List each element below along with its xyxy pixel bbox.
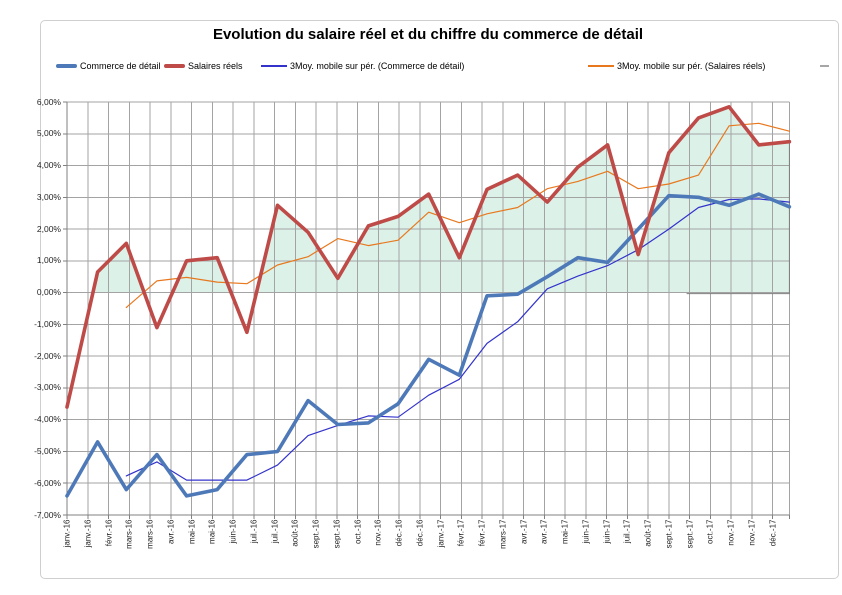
x-tick-label: sept.-17 [685, 519, 695, 549]
legend-label-ma-salaires: 3Moy. mobile sur pér. (Salaires réels) [617, 60, 766, 71]
legend-label-commerce: Commerce de détail [80, 60, 161, 71]
x-tick-label: mai-16 [207, 519, 217, 544]
legend-label-ma-commerce: 3Moy. mobile sur pér. (Commerce de détai… [290, 60, 465, 71]
legend-item-truncated [820, 58, 829, 73]
legend-marker-truncated-line-icon [820, 64, 829, 67]
legend-item-salaires: Salaires réels [164, 58, 243, 73]
y-tick-label: -5,00% [34, 445, 61, 456]
x-tick-label: mai-16 [187, 519, 197, 544]
y-tick-label: 1,00% [36, 255, 61, 266]
x-tick-label: nov.-17 [726, 519, 736, 546]
y-tick-label: -6,00% [34, 477, 61, 488]
x-tick-label: juil.-17 [622, 519, 632, 544]
x-tick-label: févr.-17 [477, 519, 487, 547]
x-tick-label: juin-17 [602, 519, 612, 544]
x-tick-label: déc.-17 [768, 519, 778, 547]
x-tick-label: oct.-17 [705, 519, 715, 544]
y-tick-label: -7,00% [34, 509, 61, 520]
x-tick-label: nov.-16 [373, 519, 383, 546]
y-tick-label: 0,00% [36, 287, 61, 298]
y-tick-label: -1,00% [34, 318, 61, 329]
x-tick-label: mars-16 [145, 519, 155, 549]
x-tick-label: janv.-16 [83, 519, 93, 548]
x-tick-label: août-16 [290, 519, 300, 547]
ma-commerce-line [125, 198, 791, 481]
y-tick-label: 3,00% [36, 191, 61, 202]
legend-label-salaires: Salaires réels [188, 60, 243, 71]
x-tick-label: janv.-17 [436, 519, 446, 548]
x-tick-label: mai-17 [560, 519, 570, 544]
x-tick-label: juil.-16 [249, 519, 259, 544]
x-tick-label: mars-16 [124, 519, 134, 549]
x-tick-label: juil.-16 [270, 519, 280, 544]
salaires-line [65, 105, 792, 409]
x-tick-label: févr.-17 [456, 519, 466, 547]
y-tick-label: 4,00% [36, 160, 61, 171]
legend-marker-commerce-line-icon [56, 63, 77, 68]
x-tick-label: avr.-17 [539, 519, 549, 544]
x-tick-label: avr.-16 [166, 519, 176, 544]
commerce-line [65, 192, 792, 498]
legend-item-ma-salaires: 3Moy. mobile sur pér. (Salaires réels) [588, 58, 765, 73]
x-tick-label: juin-17 [581, 519, 591, 544]
area-outline [686, 141, 790, 295]
x-tick-label: janv.-16 [62, 519, 72, 548]
x-tick-label: avr.-17 [519, 519, 529, 544]
y-tick-label: 6,00% [36, 96, 61, 107]
x-tick-label: sept.-17 [664, 519, 674, 549]
x-tick-label: sept.-16 [311, 519, 321, 549]
y-tick-label: 2,00% [36, 223, 61, 234]
x-tick-label: mars-17 [498, 519, 508, 549]
legend-marker-salaires-line-icon [164, 63, 185, 68]
x-tick-label: sept.-16 [332, 519, 342, 549]
legend-item-commerce: Commerce de détail [56, 58, 161, 73]
x-tick-label: nov.-17 [747, 519, 757, 546]
x-tick-label: août-17 [643, 519, 653, 547]
legend-marker-ma-commerce-line-icon [261, 64, 287, 67]
x-tick-label: déc.-16 [394, 519, 404, 547]
ma-salaires-line [125, 122, 791, 309]
x-tick-label: déc.-16 [415, 519, 425, 547]
x-tick-label: févr.-16 [104, 519, 113, 547]
y-tick-label: -4,00% [34, 414, 61, 425]
x-tick-label: juin-16 [228, 519, 238, 544]
legend-item-ma-commerce: 3Moy. mobile sur pér. (Commerce de détai… [261, 58, 464, 73]
chart-frame [40, 20, 839, 579]
y-tick-label: -3,00% [34, 382, 61, 393]
x-tick-label: oct.-16 [353, 519, 363, 544]
y-tick-label: 5,00% [36, 128, 61, 139]
y-tick-label: -2,00% [34, 350, 61, 361]
chart-title: Evolution du salaire réel et du chiffre … [212, 26, 644, 43]
legend-marker-ma-salaires-line-icon [588, 64, 614, 67]
